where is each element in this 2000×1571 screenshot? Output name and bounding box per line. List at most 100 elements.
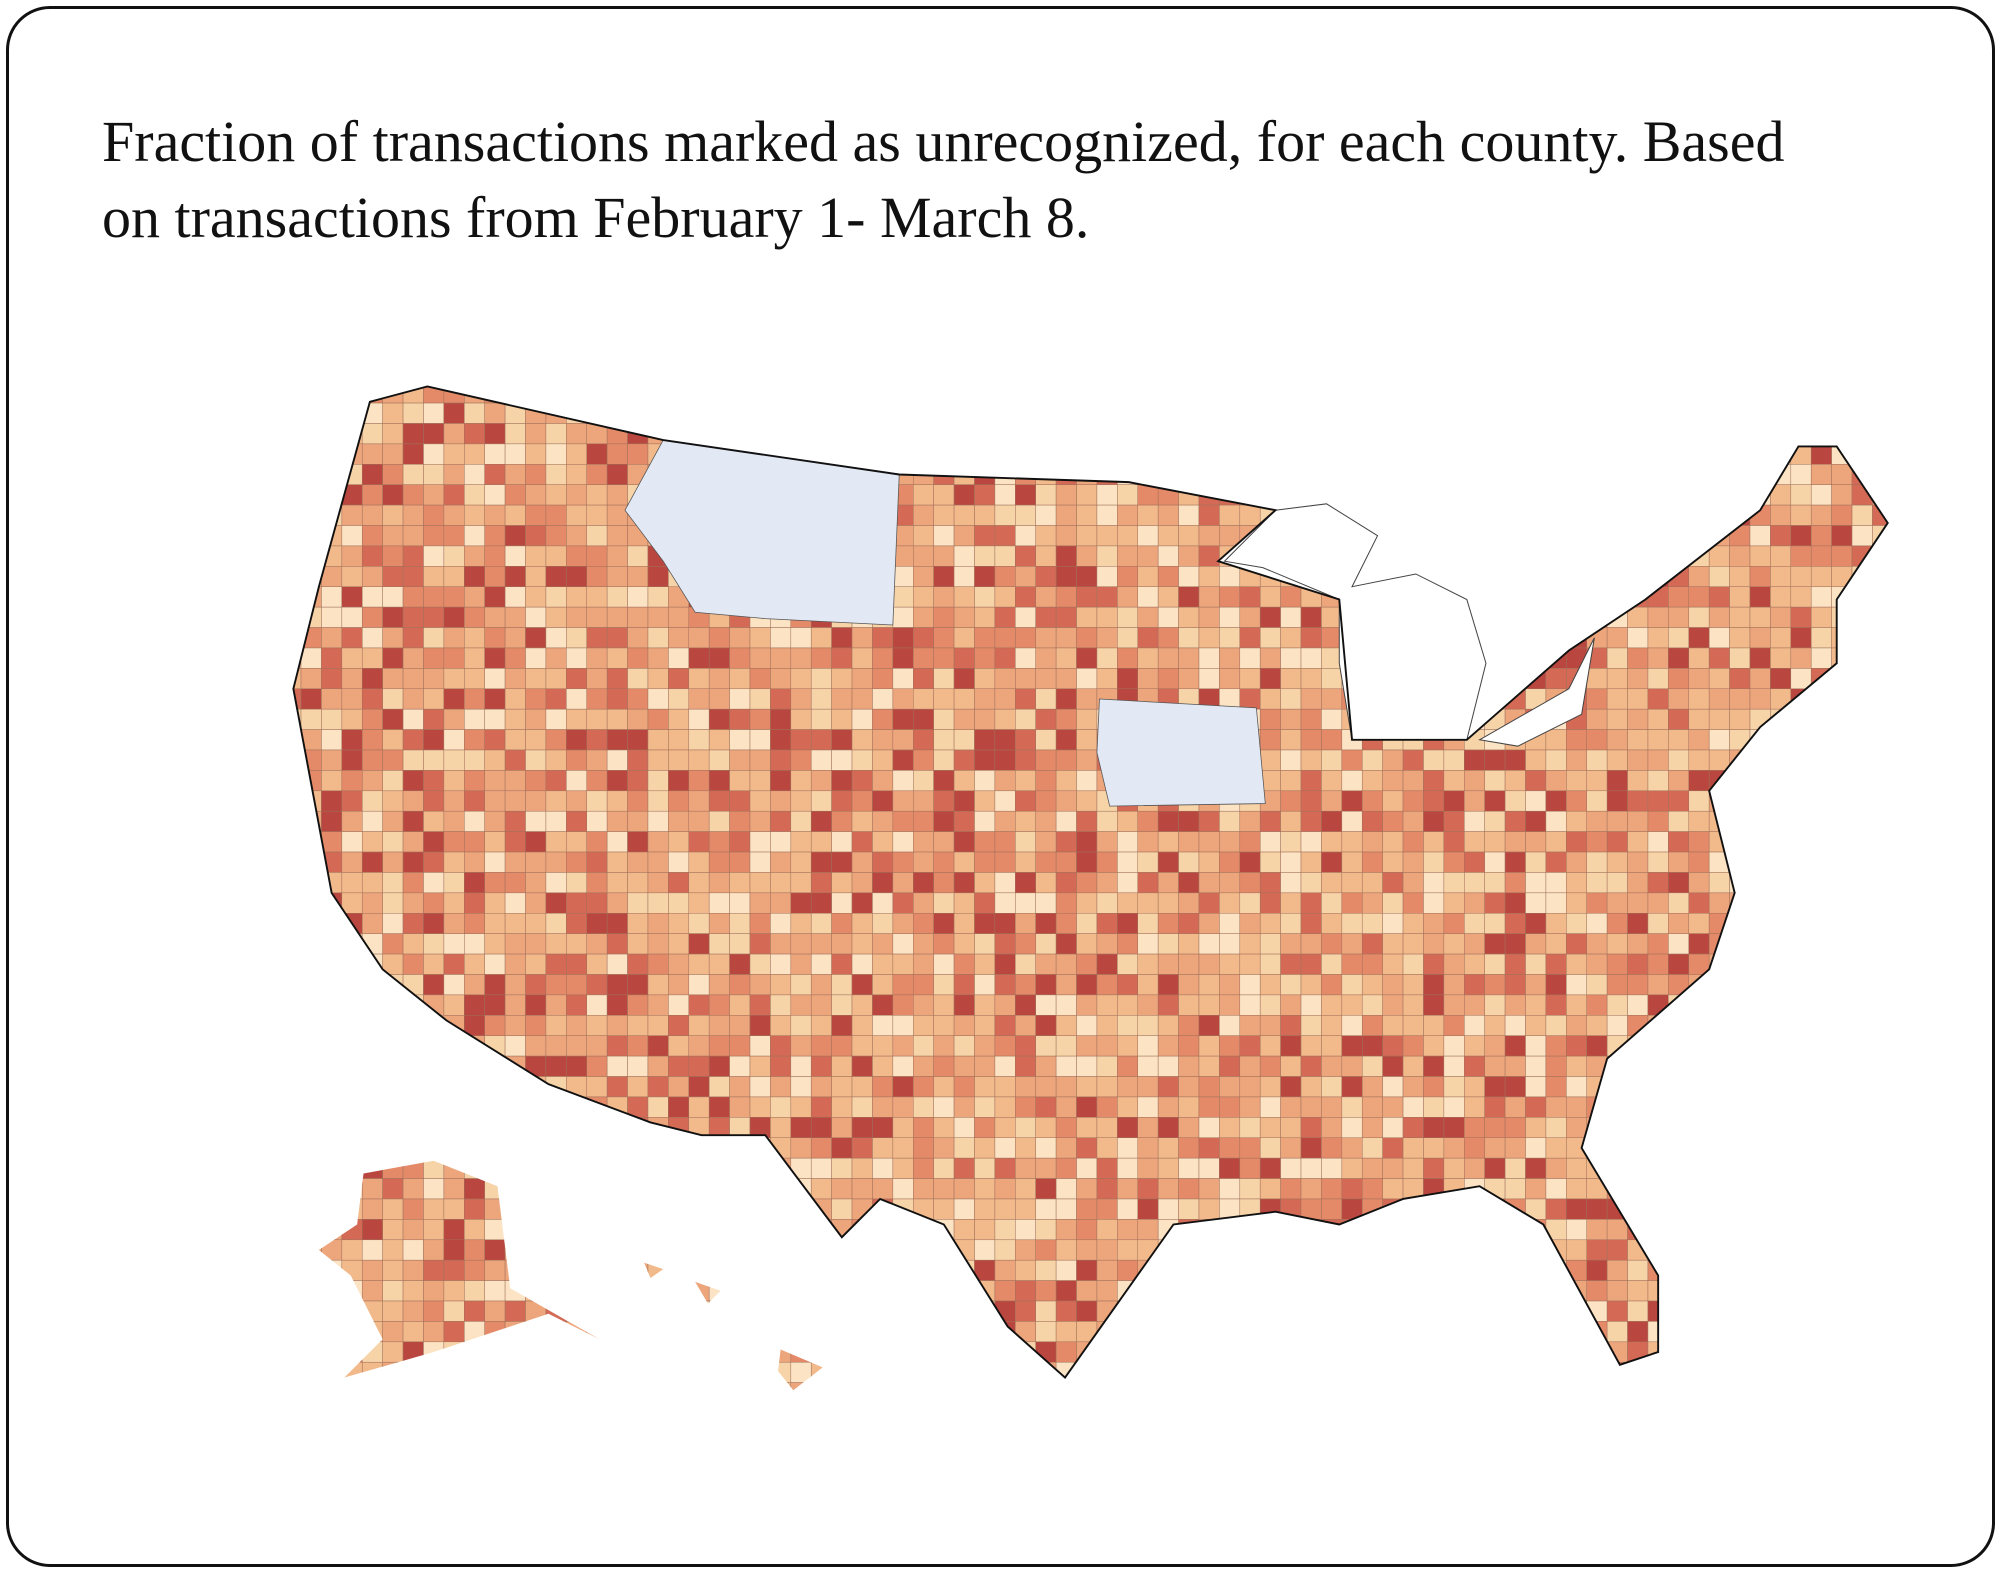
county xyxy=(790,1015,812,1036)
county xyxy=(1545,586,1567,608)
county xyxy=(1239,933,1261,955)
county xyxy=(1586,386,1608,404)
county xyxy=(1423,1239,1445,1261)
county xyxy=(1668,525,1690,547)
county xyxy=(1361,1178,1383,1200)
county xyxy=(831,1321,853,1343)
county xyxy=(504,810,526,832)
county xyxy=(382,1280,404,1302)
county xyxy=(1055,1015,1077,1036)
county xyxy=(1831,464,1853,485)
county xyxy=(1055,749,1077,771)
county xyxy=(831,790,853,812)
county xyxy=(1464,994,1485,1016)
county xyxy=(1729,1239,1751,1261)
county xyxy=(1300,1198,1322,1220)
county xyxy=(1566,1096,1587,1118)
county xyxy=(484,525,506,547)
county xyxy=(1055,1198,1077,1220)
county xyxy=(647,586,669,608)
county xyxy=(1545,566,1567,587)
county xyxy=(1606,831,1628,853)
county xyxy=(361,668,383,690)
county xyxy=(606,1198,628,1220)
county xyxy=(484,606,506,628)
county xyxy=(321,810,343,832)
county xyxy=(1627,1321,1649,1343)
county xyxy=(1770,892,1792,914)
county xyxy=(382,1035,404,1057)
county xyxy=(443,933,465,955)
county xyxy=(341,1157,363,1179)
county xyxy=(1300,1076,1322,1098)
county xyxy=(627,1259,649,1281)
county xyxy=(708,953,730,975)
county xyxy=(872,688,894,710)
county xyxy=(484,974,506,996)
county xyxy=(1137,1280,1159,1302)
county xyxy=(1464,1096,1485,1118)
county xyxy=(770,974,792,996)
county xyxy=(321,464,343,485)
county xyxy=(627,668,649,690)
county xyxy=(1280,1341,1302,1363)
county xyxy=(810,1117,832,1139)
county xyxy=(1096,484,1118,506)
county xyxy=(953,443,975,465)
county xyxy=(1239,1157,1261,1179)
county xyxy=(1770,749,1792,771)
county xyxy=(1280,851,1302,873)
county xyxy=(647,668,669,690)
county xyxy=(504,851,526,873)
county xyxy=(627,545,649,567)
county xyxy=(1708,892,1730,914)
county xyxy=(872,892,894,914)
county xyxy=(994,402,1016,424)
county xyxy=(1361,892,1383,914)
county xyxy=(729,1321,751,1343)
county xyxy=(668,688,690,710)
county xyxy=(1035,504,1057,526)
county xyxy=(1770,1280,1792,1302)
county xyxy=(749,1300,771,1322)
county xyxy=(1280,913,1302,934)
county xyxy=(1545,933,1567,955)
county xyxy=(341,1239,363,1261)
county xyxy=(974,647,996,669)
county xyxy=(382,749,404,771)
county xyxy=(1402,1321,1424,1343)
county xyxy=(831,647,853,669)
county xyxy=(1035,851,1057,873)
county xyxy=(749,627,771,649)
county xyxy=(423,1035,445,1057)
county xyxy=(851,688,873,710)
county xyxy=(1770,770,1792,792)
county xyxy=(1566,1361,1587,1383)
county xyxy=(1545,627,1567,649)
county xyxy=(361,1117,383,1139)
county xyxy=(1708,1341,1730,1363)
county xyxy=(1219,1178,1241,1200)
county xyxy=(1076,1361,1098,1383)
county xyxy=(708,831,730,853)
county xyxy=(851,729,873,751)
county xyxy=(1606,708,1628,730)
county xyxy=(810,790,832,812)
county xyxy=(1300,953,1322,975)
county xyxy=(1259,688,1281,710)
county xyxy=(504,443,526,465)
county xyxy=(1280,729,1302,751)
county xyxy=(1627,627,1649,649)
county xyxy=(1872,974,1888,996)
county xyxy=(1893,1260,1913,1280)
county xyxy=(1770,790,1792,812)
county xyxy=(1259,749,1281,771)
county xyxy=(770,994,792,1016)
county xyxy=(1361,1341,1383,1363)
county xyxy=(293,1035,302,1057)
county xyxy=(872,1178,894,1200)
county xyxy=(1402,892,1424,914)
county xyxy=(504,1137,526,1159)
county xyxy=(1361,1076,1383,1098)
county xyxy=(729,770,751,792)
